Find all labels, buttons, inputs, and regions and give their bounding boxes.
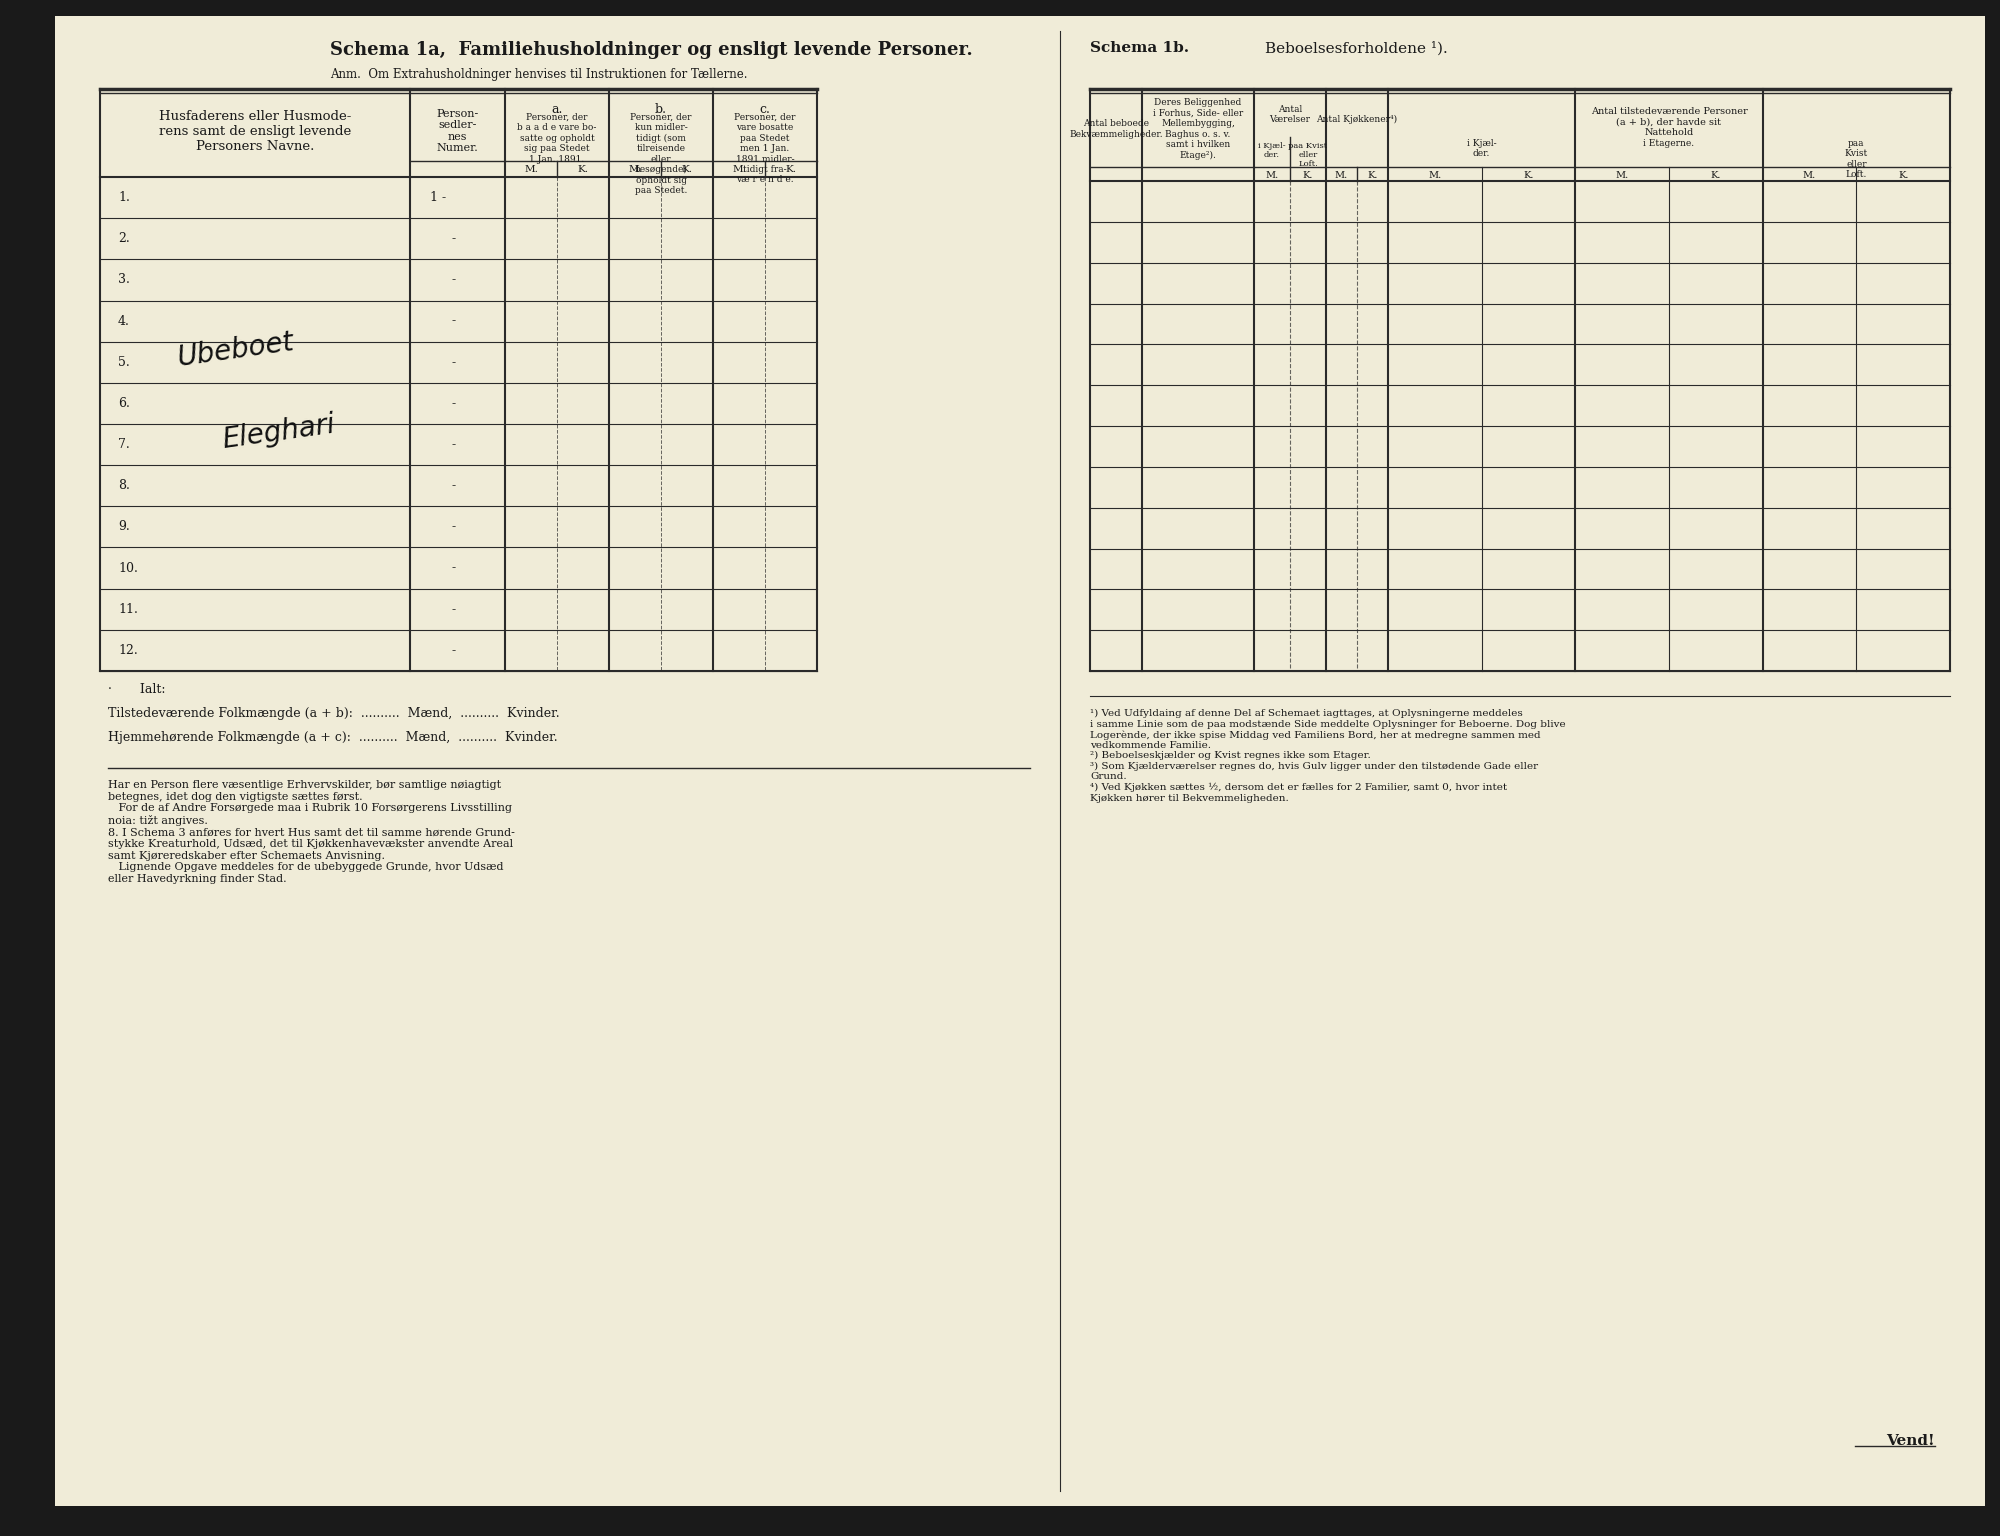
Text: K.: K. bbox=[1898, 170, 1908, 180]
Text: Anm.  Om Extrahusholdninger henvises til Instruktionen for Tællerne.: Anm. Om Extrahusholdninger henvises til … bbox=[330, 68, 748, 81]
Text: K.: K. bbox=[786, 164, 796, 174]
Text: Personer, der
kun midler-
tidigt (som
tilreisende
eller
besøgende)
opholdt sig
p: Personer, der kun midler- tidigt (som ti… bbox=[630, 114, 692, 195]
Text: i Kjæl-
der.: i Kjæl- der. bbox=[1258, 141, 1286, 160]
Text: Schema 1a,  Familiehusholdninger og ensligt levende Personer.: Schema 1a, Familiehusholdninger og ensli… bbox=[330, 41, 972, 58]
Text: 2.: 2. bbox=[118, 232, 130, 246]
Text: -: - bbox=[452, 602, 456, 616]
Text: M.: M. bbox=[1802, 170, 1816, 180]
Text: Person-
sedler-
nes
Numer.: Person- sedler- nes Numer. bbox=[436, 109, 478, 154]
Text: -: - bbox=[452, 438, 456, 452]
Text: -: - bbox=[452, 644, 456, 657]
Text: Personer, der
vare bosatte
paa Stedet
men 1 Jan.
1891 midler-
tidigt fra-
væ r e: Personer, der vare bosatte paa Stedet me… bbox=[734, 114, 796, 184]
Text: 9.: 9. bbox=[118, 521, 130, 533]
Text: K.: K. bbox=[578, 164, 588, 174]
Text: 11.: 11. bbox=[118, 602, 138, 616]
Text: -: - bbox=[452, 315, 456, 327]
Text: 6.: 6. bbox=[118, 396, 130, 410]
Text: Deres Beliggenhed
i Forhus, Side- eller
Mellembygging,
Baghus o. s. v.
samt i hv: Deres Beliggenhed i Forhus, Side- eller … bbox=[1152, 98, 1244, 160]
Text: -: - bbox=[452, 479, 456, 492]
Text: Har en Person flere væsentlige Erhvervskilder, bør samtlige nøiagtigt
betegnes, : Har en Person flere væsentlige Erhvervsk… bbox=[108, 780, 514, 885]
Text: 5.: 5. bbox=[118, 356, 130, 369]
Text: i Kjæl-
der.: i Kjæl- der. bbox=[1466, 138, 1496, 158]
Text: ¹) Ved Udfyldaing af denne Del af Schemaet iagttages, at Oplysningerne meddeles
: ¹) Ved Udfyldaing af denne Del af Schema… bbox=[1090, 710, 1566, 803]
Text: M.: M. bbox=[1266, 170, 1278, 180]
Text: M.: M. bbox=[524, 164, 538, 174]
Text: M.: M. bbox=[1428, 170, 1442, 180]
Text: K.: K. bbox=[682, 164, 692, 174]
Text: 7.: 7. bbox=[118, 438, 130, 452]
Text: Beboelsesforholdene ¹).: Beboelsesforholdene ¹). bbox=[1266, 41, 1448, 55]
Text: 12.: 12. bbox=[118, 644, 138, 657]
Text: 1.: 1. bbox=[118, 190, 130, 204]
Text: Tilstedeværende Folkmængde (a + b):  ..........  Mænd,  ..........  Kvinder.: Tilstedeværende Folkmængde (a + b): ....… bbox=[108, 707, 560, 720]
Text: i Etagerne.: i Etagerne. bbox=[1644, 138, 1694, 147]
Text: paa
Kvist
eller
Loft.: paa Kvist eller Loft. bbox=[1844, 138, 1868, 180]
Text: M.: M. bbox=[1334, 170, 1348, 180]
Text: Antal beboede
Bekvæmmeligheder.: Antal beboede Bekvæmmeligheder. bbox=[1070, 120, 1162, 138]
Text: -: - bbox=[452, 521, 456, 533]
Text: 10.: 10. bbox=[118, 562, 138, 574]
Text: a.: a. bbox=[552, 103, 562, 117]
Text: Antal
Værelser: Antal Værelser bbox=[1270, 104, 1310, 124]
Text: Schema 1b.: Schema 1b. bbox=[1090, 41, 1190, 55]
Text: 4.: 4. bbox=[118, 315, 130, 327]
Text: ·       Ialt:: · Ialt: bbox=[108, 684, 166, 696]
Text: Antal Kjøkkener⁴): Antal Kjøkkener⁴) bbox=[1316, 115, 1398, 123]
Text: 3.: 3. bbox=[118, 273, 130, 286]
Text: M.: M. bbox=[628, 164, 642, 174]
Text: Personer, der
b a a d e vare bo-
satte og opholdt
sig paa Stedet
1 Jan. 1891.: Personer, der b a a d e vare bo- satte o… bbox=[518, 114, 596, 164]
Text: -: - bbox=[452, 562, 456, 574]
Text: c.: c. bbox=[760, 103, 770, 117]
Text: K.: K. bbox=[1302, 170, 1314, 180]
Text: Hjemmehørende Folkmængde (a + c):  ..........  Mænd,  ..........  Kvinder.: Hjemmehørende Folkmængde (a + c): ......… bbox=[108, 731, 558, 743]
Text: b.: b. bbox=[656, 103, 668, 117]
Text: Ubeboet: Ubeboet bbox=[176, 327, 296, 372]
Text: Eleghari: Eleghari bbox=[220, 410, 336, 455]
Text: -: - bbox=[452, 232, 456, 246]
Text: -: - bbox=[452, 273, 456, 286]
Text: Husfaderens eller Husmode-
rens samt de ensligt levende
Personers Navne.: Husfaderens eller Husmode- rens samt de … bbox=[158, 109, 352, 152]
Text: 8.: 8. bbox=[118, 479, 130, 492]
Text: M.: M. bbox=[732, 164, 746, 174]
Text: paa Kvist
eller
Loft.: paa Kvist eller Loft. bbox=[1288, 141, 1328, 169]
Text: 1 -: 1 - bbox=[430, 190, 446, 204]
Text: K.: K. bbox=[1710, 170, 1722, 180]
Text: Antal tilstedeværende Personer
(a + b), der havde sit
Nattehold: Antal tilstedeværende Personer (a + b), … bbox=[1590, 108, 1748, 137]
Text: K.: K. bbox=[1368, 170, 1378, 180]
Text: -: - bbox=[452, 356, 456, 369]
Text: K.: K. bbox=[1524, 170, 1534, 180]
Text: -: - bbox=[452, 396, 456, 410]
Text: M.: M. bbox=[1616, 170, 1628, 180]
Text: Vend!: Vend! bbox=[1886, 1435, 1936, 1448]
